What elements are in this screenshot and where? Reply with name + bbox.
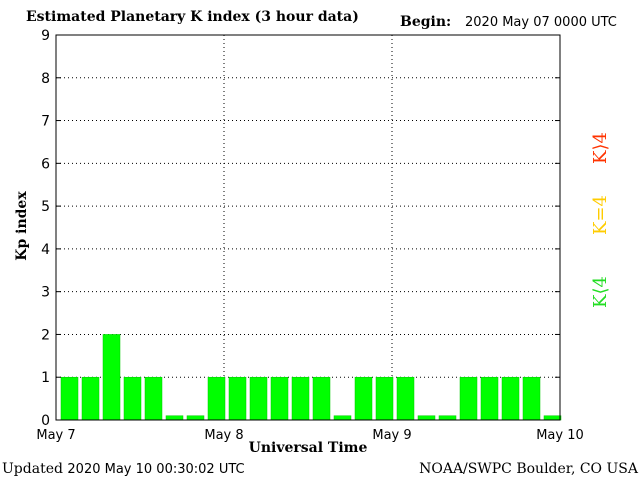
- chart-title: Estimated Planetary K index (3 hour data…: [26, 9, 359, 25]
- begin-value: 2020 May 07 0000 UTC: [465, 15, 617, 30]
- updated-label: Updated: [2, 461, 63, 477]
- x-tick-label: May 8: [204, 428, 243, 443]
- y-tick-label: 6: [41, 156, 50, 172]
- y-tick-label: 7: [41, 114, 50, 130]
- updated-value: 2020 May 10 00:30:02 UTC: [67, 462, 245, 477]
- y-tick-label: 5: [41, 199, 50, 215]
- y-tick-label: 3: [41, 285, 50, 301]
- updated-timestamp: Updated 2020 May 10 00:30:02 UTC: [2, 462, 245, 476]
- kp-bar: [186, 415, 205, 421]
- kp-bar: [228, 376, 247, 421]
- x-tick-label: May 7: [36, 428, 75, 443]
- legend-k-equals-4: K=4: [590, 195, 611, 235]
- kp-bar: [144, 376, 163, 421]
- kp-bar: [480, 376, 499, 421]
- kp-bar: [312, 376, 331, 421]
- legend-k-below-4: K⟨4: [590, 276, 611, 308]
- y-tick-label: 2: [41, 327, 50, 343]
- y-tick-label: 0: [41, 413, 50, 429]
- kp-bar: [123, 376, 142, 421]
- kp-bar: [438, 415, 457, 421]
- plot-frame: [55, 34, 561, 421]
- y-tick-label: 1: [41, 370, 50, 386]
- kp-bar: [249, 376, 268, 421]
- y-tick-label: 9: [41, 28, 50, 44]
- legend-k-above-4: K⟩4: [590, 132, 611, 164]
- kp-bar: [102, 334, 121, 421]
- kp-bar: [291, 376, 310, 421]
- kp-bar: [396, 376, 415, 421]
- x-tick-label: May 9: [372, 428, 411, 443]
- kp-bar: [501, 376, 520, 421]
- y-tick-label: 8: [41, 71, 50, 87]
- x-tick-label: May 10: [536, 428, 584, 443]
- kp-bar: [165, 415, 184, 421]
- kp-bar: [543, 415, 562, 421]
- kp-bar: [207, 376, 226, 421]
- kp-bar: [522, 376, 541, 421]
- kp-bar: [459, 376, 478, 421]
- y-axis-label: Kp index: [14, 191, 30, 261]
- kp-bar: [417, 415, 436, 421]
- y-tick-label: 4: [41, 242, 50, 258]
- kp-bar: [60, 376, 79, 421]
- kp-bar: [375, 376, 394, 421]
- kp-bar: [333, 415, 352, 421]
- x-axis-label: Universal Time: [248, 440, 368, 456]
- begin-label: Begin:: [400, 14, 452, 30]
- kp-bar: [270, 376, 289, 421]
- kp-bar: [81, 376, 100, 421]
- kp-bar: [354, 376, 373, 421]
- credit-text: NOAA/SWPC Boulder, CO USA: [419, 461, 638, 477]
